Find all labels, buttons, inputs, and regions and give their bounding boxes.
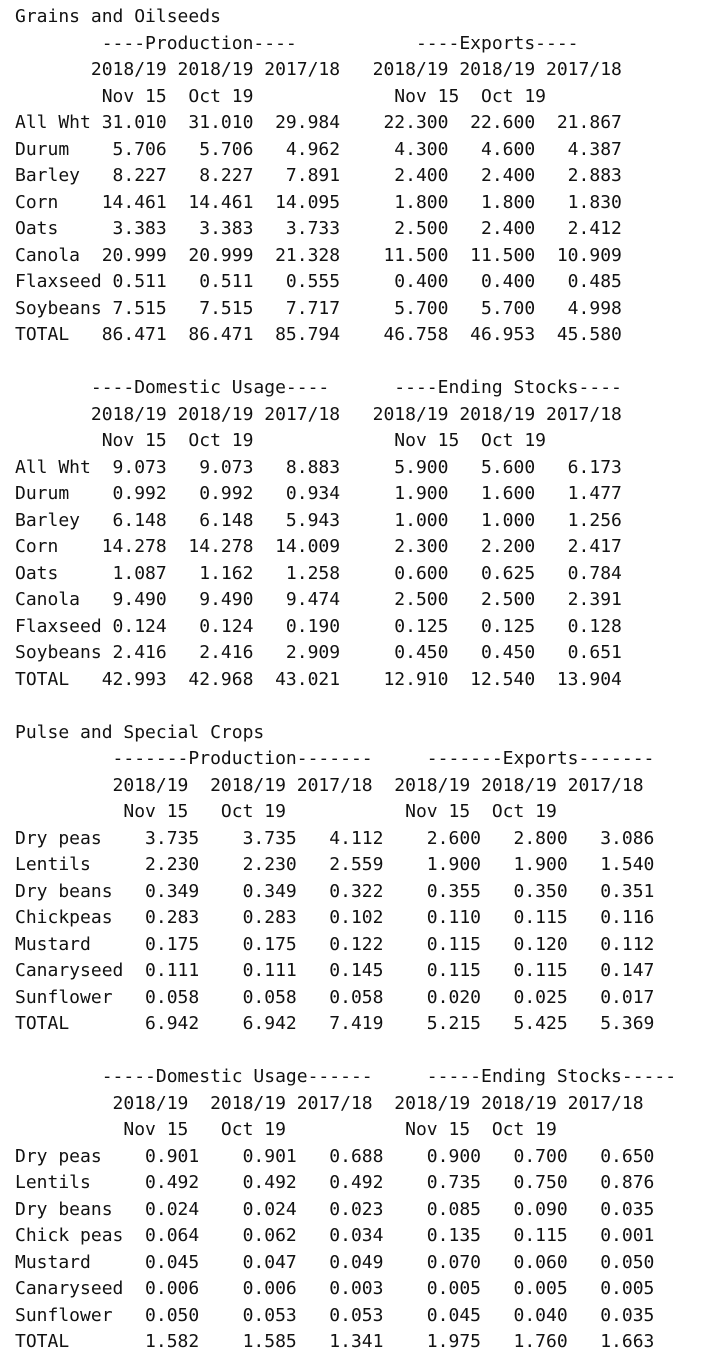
table-row: Canaryseed 0.111 0.111 0.145 0.115 0.115…	[15, 960, 655, 981]
table-group-header: -------Production------- -------Exports-…	[15, 748, 655, 769]
table-row: Mustard 0.045 0.047 0.049 0.070 0.060 0.…	[15, 1251, 655, 1273]
table-row: All Wht 9.073 9.073 8.883 5.900 5.600 6.…	[15, 456, 622, 478]
table-year-header: 2018/19 2018/19 2017/18 2018/19 2018/19 …	[15, 403, 622, 425]
section-title: Pulse and Special Crops	[15, 721, 265, 743]
table-total-row: TOTAL 1.582 1.585 1.341 1.975 1.760 1.66…	[15, 1331, 655, 1352]
table-row: Barley 6.148 6.148 5.943 1.000 1.000 1.2…	[15, 509, 622, 531]
section-spacer	[15, 693, 705, 720]
table-date-header: Nov 15 Oct 19 Nov 15 Oct 19	[15, 85, 547, 107]
table-group-header: ----Production---- ----Exports----	[15, 32, 579, 54]
table-row: Sunflower 0.058 0.058 0.058 0.020 0.025 …	[15, 986, 655, 1008]
table-row: Durum 0.992 0.992 0.934 1.900 1.600 1.47…	[15, 483, 622, 504]
table-row: Oats 3.383 3.383 3.733 2.500 2.400 2.412	[15, 218, 622, 239]
table-row: Corn 14.461 14.461 14.095 1.800 1.800 1.…	[15, 191, 622, 213]
table-row: Soybeans 7.515 7.515 7.717 5.700 5.700 4…	[15, 297, 622, 319]
table-row: Lentils 2.230 2.230 2.559 1.900 1.900 1.…	[15, 854, 655, 875]
table-total-row: TOTAL 42.993 42.968 43.021 12.910 12.540…	[15, 668, 622, 690]
crop-supply-report: Grains and Oilseeds ----Production---- -…	[15, 4, 705, 1356]
table-row: Dry peas 0.901 0.901 0.688 0.900 0.700 0…	[15, 1145, 655, 1167]
table-row: Sunflower 0.050 0.053 0.053 0.045 0.040 …	[15, 1304, 655, 1326]
table-year-header: 2018/19 2018/19 2017/18 2018/19 2018/19 …	[15, 774, 644, 796]
table-row: Chick peas 0.064 0.062 0.034 0.135 0.115…	[15, 1225, 655, 1246]
table-total-row: TOTAL 6.942 6.942 7.419 5.215 5.425 5.36…	[15, 1013, 655, 1034]
table-group-header: ----Domestic Usage---- ----Ending Stocks…	[15, 377, 622, 398]
table-spacer	[15, 349, 705, 376]
table-row: Canola 20.999 20.999 21.328 11.500 11.50…	[15, 244, 622, 266]
table-row: Soybeans 2.416 2.416 2.909 0.450 0.450 0…	[15, 642, 622, 663]
table-row: Chickpeas 0.283 0.283 0.102 0.110 0.115 …	[15, 907, 655, 928]
table-row: Corn 14.278 14.278 14.009 2.300 2.200 2.…	[15, 536, 622, 557]
table-row: Mustard 0.175 0.175 0.122 0.115 0.120 0.…	[15, 933, 655, 955]
table-year-header: 2018/19 2018/19 2017/18 2018/19 2018/19 …	[15, 1092, 644, 1114]
table-row: Dry beans 0.349 0.349 0.322 0.355 0.350 …	[15, 880, 655, 902]
table-row: Flaxseed 0.124 0.124 0.190 0.125 0.125 0…	[15, 615, 622, 637]
table-spacer	[15, 1038, 705, 1065]
table-row: Canola 9.490 9.490 9.474 2.500 2.500 2.3…	[15, 589, 622, 610]
table-row: Dry beans 0.024 0.024 0.023 0.085 0.090 …	[15, 1198, 655, 1220]
table-group-header: -----Domestic Usage------ -----Ending St…	[15, 1066, 677, 1087]
table-row: All Wht 31.010 31.010 29.984 22.300 22.6…	[15, 112, 622, 133]
table-row: Flaxseed 0.511 0.511 0.555 0.400 0.400 0…	[15, 271, 622, 292]
table-row: Barley 8.227 8.227 7.891 2.400 2.400 2.8…	[15, 165, 622, 186]
table-total-row: TOTAL 86.471 86.471 85.794 46.758 46.953…	[15, 324, 622, 345]
table-date-header: Nov 15 Oct 19 Nov 15 Oct 19	[15, 430, 547, 451]
table-row: Dry peas 3.735 3.735 4.112 2.600 2.800 3…	[15, 827, 655, 849]
table-row: Oats 1.087 1.162 1.258 0.600 0.625 0.784	[15, 562, 622, 584]
table-year-header: 2018/19 2018/19 2017/18 2018/19 2018/19 …	[15, 59, 622, 80]
table-row: Durum 5.706 5.706 4.962 4.300 4.600 4.38…	[15, 138, 622, 160]
table-date-header: Nov 15 Oct 19 Nov 15 Oct 19	[15, 1119, 557, 1140]
table-row: Lentils 0.492 0.492 0.492 0.735 0.750 0.…	[15, 1172, 655, 1193]
section-title: Grains and Oilseeds	[15, 6, 221, 27]
table-row: Canaryseed 0.006 0.006 0.003 0.005 0.005…	[15, 1278, 655, 1299]
table-date-header: Nov 15 Oct 19 Nov 15 Oct 19	[15, 801, 557, 822]
